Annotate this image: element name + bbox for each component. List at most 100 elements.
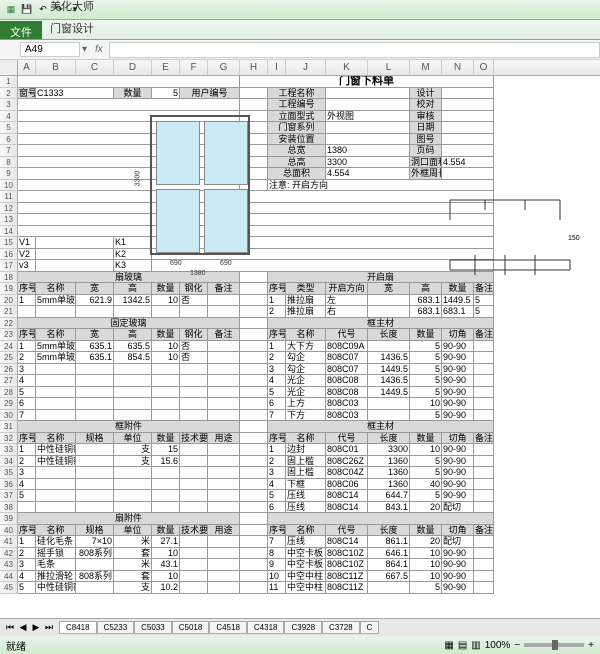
- row-header[interactable]: 4: [0, 111, 18, 123]
- sheet-nav-prev-icon[interactable]: ◀: [17, 622, 29, 633]
- column-header[interactable]: H: [240, 60, 268, 75]
- row-header[interactable]: 22: [0, 318, 18, 330]
- grid-rows[interactable]: 1门窗下料单2窗号C1333数量5用户编号工程名称设计3工程编号校对4立面型式外…: [0, 76, 600, 616]
- row-header[interactable]: 38: [0, 502, 18, 514]
- cell: 4.554: [326, 168, 410, 180]
- ribbon-tab[interactable]: 门窗设计: [42, 17, 102, 39]
- cell: 切角: [442, 525, 474, 537]
- row-header[interactable]: 25: [0, 352, 18, 364]
- row-header[interactable]: 30: [0, 410, 18, 422]
- view-layout-icon[interactable]: ▤: [458, 640, 467, 651]
- sheet-tab[interactable]: C3728: [322, 621, 360, 634]
- column-header[interactable]: J: [286, 60, 326, 75]
- fx-icon[interactable]: fx: [89, 44, 109, 55]
- cell: 扇附件: [18, 513, 240, 525]
- row-header[interactable]: 24: [0, 341, 18, 353]
- namebox-dropdown-icon[interactable]: ▾: [80, 44, 89, 55]
- column-header[interactable]: A: [18, 60, 36, 75]
- row-header[interactable]: 29: [0, 398, 18, 410]
- row-header[interactable]: 23: [0, 329, 18, 341]
- sheet-tab[interactable]: C4318: [247, 621, 285, 634]
- row-header[interactable]: 43: [0, 559, 18, 571]
- row-header[interactable]: 20: [0, 295, 18, 307]
- sheet-nav-next-icon[interactable]: ▶: [30, 622, 42, 633]
- row-header[interactable]: 6: [0, 134, 18, 146]
- sheet-nav-first-icon[interactable]: ⏮: [4, 622, 16, 633]
- row-header[interactable]: 1: [0, 76, 18, 88]
- cell: 3: [18, 467, 36, 479]
- ribbon-tab[interactable]: 美化大师: [42, 0, 102, 17]
- row-header[interactable]: 44: [0, 571, 18, 583]
- row-header[interactable]: 36: [0, 479, 18, 491]
- column-header[interactable]: F: [180, 60, 208, 75]
- row-header[interactable]: 42: [0, 548, 18, 560]
- view-normal-icon[interactable]: ▦: [444, 640, 453, 651]
- row-header[interactable]: 41: [0, 536, 18, 548]
- row-header[interactable]: 40: [0, 525, 18, 537]
- row-header[interactable]: 2: [0, 88, 18, 100]
- row-header[interactable]: 32: [0, 433, 18, 445]
- column-header[interactable]: B: [36, 60, 76, 75]
- sheet-tab[interactable]: C4518: [209, 621, 247, 634]
- zoom-out-icon[interactable]: −: [514, 640, 520, 651]
- sheet-tab[interactable]: C5233: [97, 621, 135, 634]
- row-header[interactable]: 19: [0, 283, 18, 295]
- cell: [240, 548, 268, 560]
- column-header[interactable]: L: [368, 60, 410, 75]
- sheet-tab[interactable]: C3928: [284, 621, 322, 634]
- column-header[interactable]: K: [326, 60, 368, 75]
- row-header[interactable]: 12: [0, 203, 18, 215]
- column-header[interactable]: D: [114, 60, 152, 75]
- sheet-tab[interactable]: C: [360, 621, 380, 634]
- row-header[interactable]: 28: [0, 387, 18, 399]
- row-header[interactable]: 33: [0, 444, 18, 456]
- cell: 用途: [208, 433, 240, 445]
- row-header[interactable]: 35: [0, 467, 18, 479]
- view-pagebreak-icon[interactable]: ▥: [471, 640, 480, 651]
- row-header[interactable]: 15: [0, 237, 18, 249]
- name-box[interactable]: A49: [20, 42, 80, 57]
- cell: [268, 513, 494, 525]
- zoom-slider[interactable]: [524, 643, 584, 647]
- cell: 摇手锁: [36, 548, 76, 560]
- sheet-tab[interactable]: C8418: [59, 621, 97, 634]
- column-header[interactable]: G: [208, 60, 240, 75]
- cell: [442, 88, 494, 100]
- row-header[interactable]: 3: [0, 99, 18, 111]
- row-header[interactable]: 16: [0, 249, 18, 261]
- row-header[interactable]: 21: [0, 306, 18, 318]
- row-header[interactable]: 34: [0, 456, 18, 468]
- row-header[interactable]: 45: [0, 582, 18, 594]
- cell: [180, 444, 208, 456]
- sheet-tab[interactable]: C5018: [172, 621, 210, 634]
- column-header[interactable]: N: [442, 60, 474, 75]
- row-header[interactable]: 13: [0, 214, 18, 226]
- column-header[interactable]: M: [410, 60, 442, 75]
- row-header[interactable]: 17: [0, 260, 18, 272]
- save-icon[interactable]: 💾: [20, 3, 34, 17]
- sheet-tab[interactable]: C5033: [134, 621, 172, 634]
- row-header[interactable]: 14: [0, 226, 18, 238]
- row-header[interactable]: 10: [0, 180, 18, 192]
- zoom-in-icon[interactable]: +: [588, 640, 594, 651]
- column-header[interactable]: C: [76, 60, 114, 75]
- row-header[interactable]: 37: [0, 490, 18, 502]
- row-header[interactable]: 8: [0, 157, 18, 169]
- column-header[interactable]: I: [268, 60, 286, 75]
- column-header[interactable]: O: [474, 60, 494, 75]
- sheet-nav-last-icon[interactable]: ⏭: [43, 622, 55, 633]
- select-all-corner[interactable]: [0, 60, 18, 75]
- row-header[interactable]: 11: [0, 191, 18, 203]
- row-header[interactable]: 7: [0, 145, 18, 157]
- cell: 支: [114, 444, 152, 456]
- row-header[interactable]: 18: [0, 272, 18, 284]
- formula-input[interactable]: [109, 42, 600, 58]
- row-header[interactable]: 27: [0, 375, 18, 387]
- row-header[interactable]: 39: [0, 513, 18, 525]
- row-header[interactable]: 5: [0, 122, 18, 134]
- row-header[interactable]: 31: [0, 421, 18, 433]
- row-header[interactable]: 9: [0, 168, 18, 180]
- file-tab[interactable]: 文件: [0, 21, 42, 39]
- column-header[interactable]: E: [152, 60, 180, 75]
- row-header[interactable]: 26: [0, 364, 18, 376]
